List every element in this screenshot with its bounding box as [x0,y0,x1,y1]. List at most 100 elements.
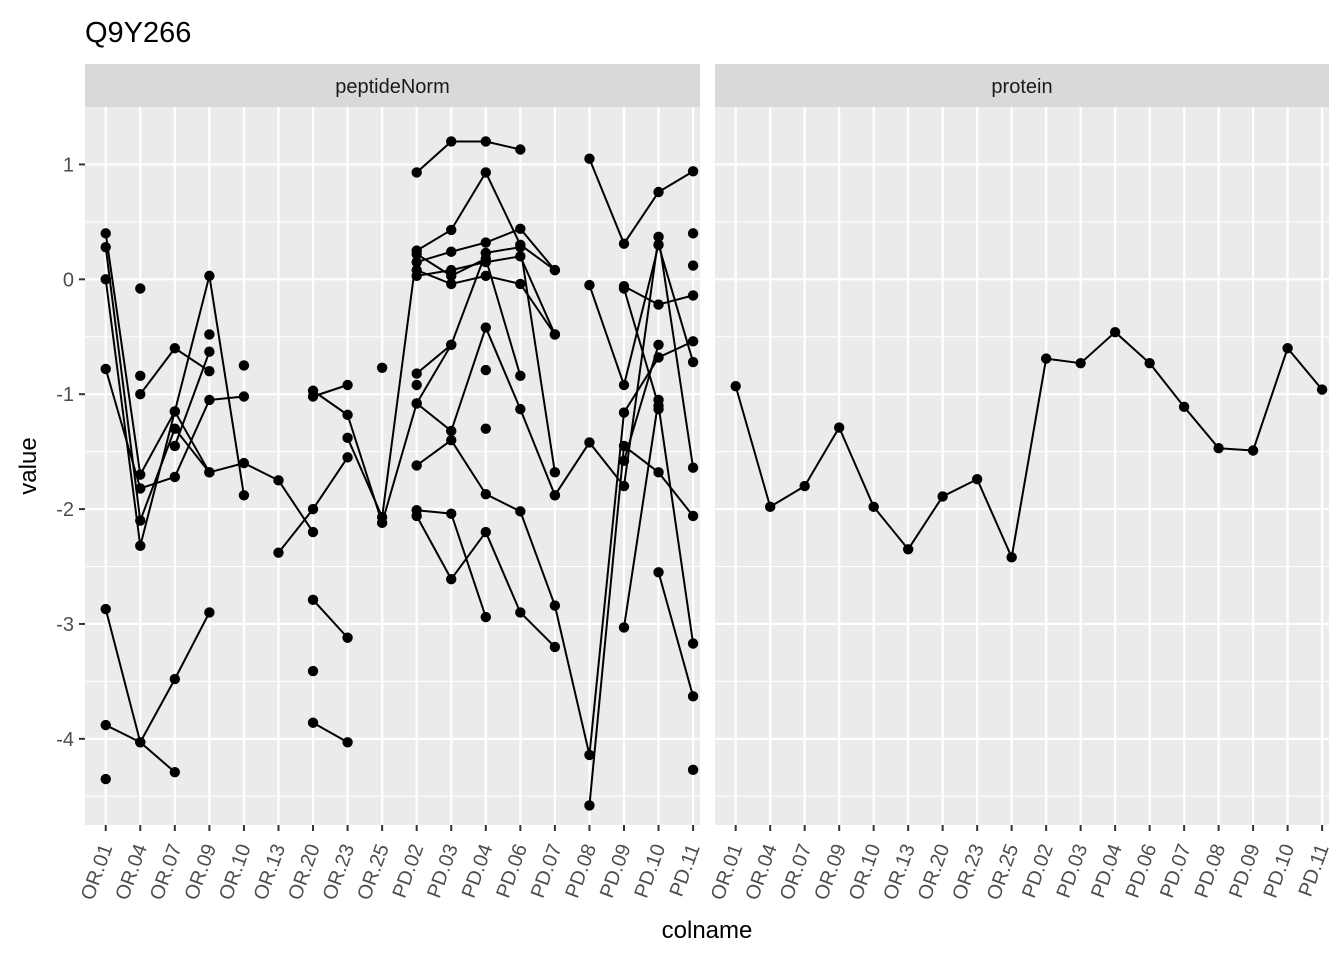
series-line [416,509,452,515]
data-point [653,567,664,578]
series-line [658,294,694,306]
panel-peptideNorm: peptideNormOR.01OR.04OR.07OR.09OR.10OR.1… [77,64,705,903]
data-point [515,506,526,517]
data-point [1213,442,1224,454]
series-line [657,405,695,644]
series-line [519,511,556,606]
data-point [653,239,664,251]
data-point [480,364,491,376]
series-line [277,508,314,554]
data-point [480,167,491,178]
data-point [764,501,776,512]
data-point [584,749,595,761]
series-line [450,241,487,253]
y-tick-label: 0 [63,269,74,291]
data-point [687,638,699,649]
data-point [618,283,630,294]
series-line [553,605,591,756]
data-point [135,370,146,382]
data-point [135,737,146,748]
series-line [104,233,142,475]
series-line [104,279,142,546]
series-line [173,399,211,478]
series-line [139,411,176,547]
series-line [484,172,522,246]
series-line [416,439,452,467]
data-point [100,228,111,239]
data-point [135,389,146,400]
data-point [653,339,664,351]
data-point [515,241,526,253]
series-line [554,441,591,496]
facet-strip-label: protein [991,76,1052,98]
series-line [450,252,487,346]
data-point [411,264,422,276]
series-line [139,410,176,476]
data-point [653,186,664,198]
data-point [446,246,457,257]
x-tick-label: PD.04 [458,841,498,901]
facet-strip [85,64,700,107]
data-point [549,264,561,276]
data-point [411,256,422,268]
data-point [376,362,388,373]
series-line [173,612,211,680]
data-point [653,299,664,310]
data-point [653,467,664,478]
x-tick-label: PD.11 [666,841,705,899]
series-line [416,269,452,285]
data-point [687,290,699,301]
data-point [515,370,526,382]
data-point [480,136,491,147]
series-line [519,408,556,496]
data-point [549,641,561,653]
data-point [446,508,457,519]
data-point [204,346,215,357]
data-point [204,467,215,478]
series-line [1010,358,1048,558]
data-point [446,270,457,282]
data-point [618,480,630,492]
series-line [173,410,211,473]
series-line [484,327,522,410]
data-point [584,279,595,291]
data-point [653,231,664,243]
data-point [1178,401,1190,413]
data-point [799,480,810,492]
series-line [519,283,556,336]
x-tick-label: PD.08 [561,841,601,901]
data-point [411,167,422,178]
series-line [139,428,176,521]
series-line [381,403,418,524]
data-point [238,360,250,371]
series-line [104,608,142,743]
series-line [623,445,660,474]
data-point [687,764,699,776]
series-line [416,402,452,432]
x-tick-label: PD.06 [1122,841,1162,901]
y-axis-title: value [15,437,42,494]
series-line [942,478,978,498]
series-line [1046,357,1081,365]
data-point [411,460,422,471]
series-line [1252,347,1289,451]
data-point [687,462,699,473]
series-line [208,275,245,496]
data-point [446,278,457,290]
data-point [100,719,111,731]
series-line [416,140,452,174]
series-line [872,506,909,550]
x-tick-label: PD.08 [1191,841,1231,901]
series-line [174,428,211,473]
data-point [1109,326,1121,338]
data-point [446,224,457,236]
series-line [277,479,314,533]
data-point [687,336,699,347]
data-point [204,366,215,377]
data-point [411,379,422,391]
series-line [658,170,694,193]
data-point [446,573,457,585]
data-point [1247,445,1259,456]
series-line [1218,447,1254,452]
data-point [307,665,319,677]
